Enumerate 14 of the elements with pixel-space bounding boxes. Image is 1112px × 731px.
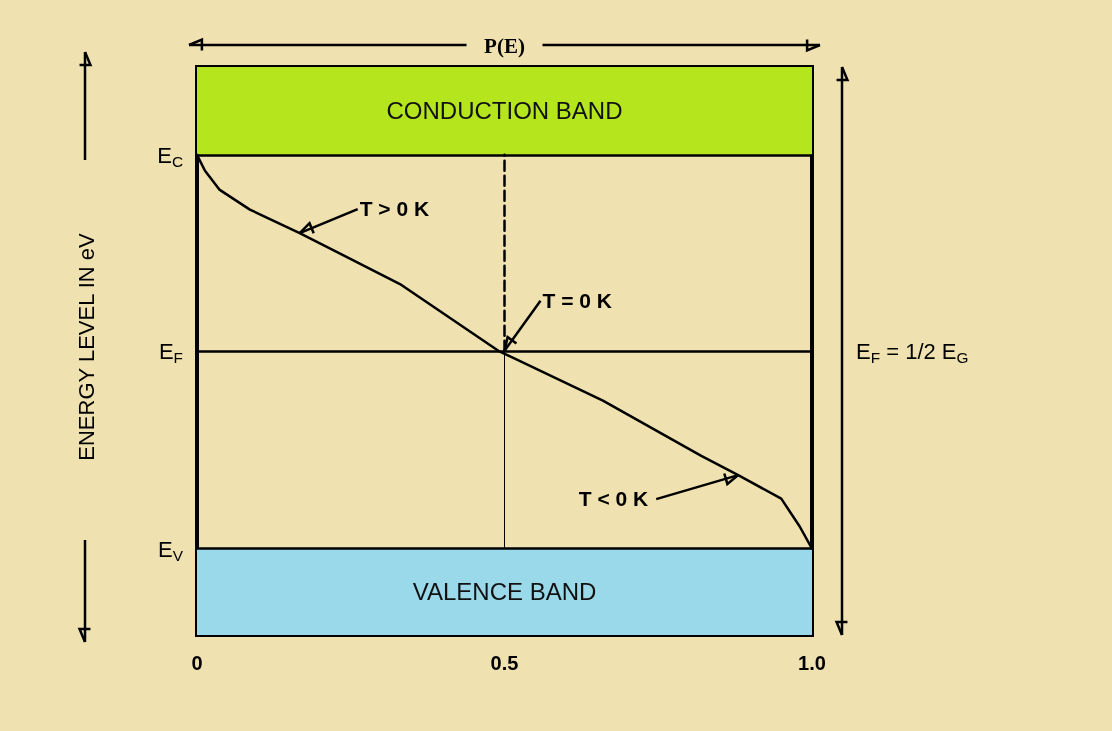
annotation: T > 0 K (359, 197, 430, 221)
x-tick-label: 0.5 (490, 652, 519, 674)
x-tick-label: 1.0 (798, 652, 826, 674)
ref-line-label: E$_{F}$ (158, 338, 183, 366)
x-axis-title: P(E) (484, 34, 525, 58)
annotation: T < 0 K (578, 487, 649, 511)
ref-line-label: E$_{C}$ (157, 142, 183, 170)
x-tick-label: 0 (191, 652, 203, 674)
ref-line-label: E$_{V}$ (158, 536, 184, 564)
annotation: T = 0 K (542, 288, 612, 312)
text: E$_{F}$ = 1/2 E$_{G}$ (856, 339, 969, 366)
band-label: CONDUCTION BAND (386, 97, 623, 125)
band-label: VALENCE BAND (412, 578, 597, 606)
y-axis-title: ENERGY LEVEL IN eV (74, 232, 99, 461)
